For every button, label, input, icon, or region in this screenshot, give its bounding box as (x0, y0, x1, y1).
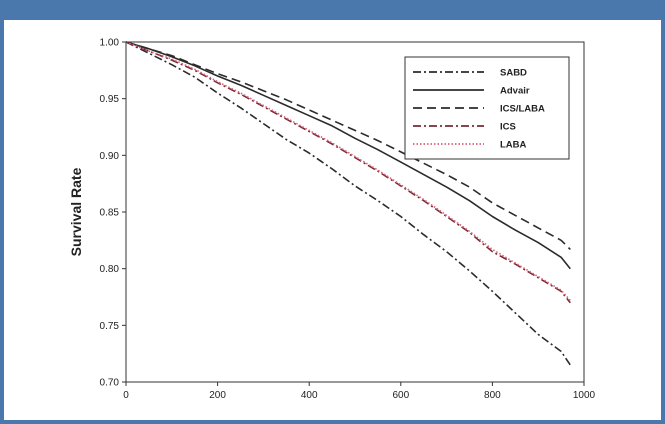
y-axis-title: Survival Rate (68, 167, 84, 256)
series-line-advair (125, 41, 571, 270)
x-tick-label: 200 (209, 390, 226, 401)
x-tick-label: 1000 (573, 390, 596, 401)
legend: SABD Advair ICS/LABA ICS LABA (404, 56, 570, 160)
x-tick-label: 800 (484, 390, 501, 401)
y-tick-label: 0.70 (100, 378, 120, 389)
series-line-sabd (125, 41, 571, 366)
y-tick-label: 0.90 (100, 151, 120, 162)
legend-label-advair: Advair (500, 86, 530, 97)
y-tick-label: 1.00 (100, 38, 120, 49)
series-line-ics-laba (125, 41, 571, 250)
legend-box (404, 56, 570, 160)
plot-area (125, 41, 571, 366)
y-tick-label: 0.95 (100, 94, 120, 105)
legend-label-laba: LABA (500, 140, 527, 151)
series-line-ics (125, 41, 571, 304)
x-tick-label: 0 (123, 390, 129, 401)
legend-label-ics-laba: ICS/LABA (500, 104, 545, 115)
series-line-laba (125, 41, 571, 301)
y-tick-label: 0.85 (100, 208, 120, 219)
axes: 0 200 400 600 800 1000 0.70 0.75 0.80 0.85 0.90 0.9… (100, 38, 596, 402)
x-tick-label: 400 (301, 390, 318, 401)
legend-label-ics: ICS (500, 122, 516, 133)
y-tick-label: 0.80 (100, 264, 120, 275)
y-tick-label: 0.75 (100, 321, 120, 332)
legend-label-sabd: SABD (500, 68, 527, 79)
x-tick-label: 600 (392, 390, 409, 401)
